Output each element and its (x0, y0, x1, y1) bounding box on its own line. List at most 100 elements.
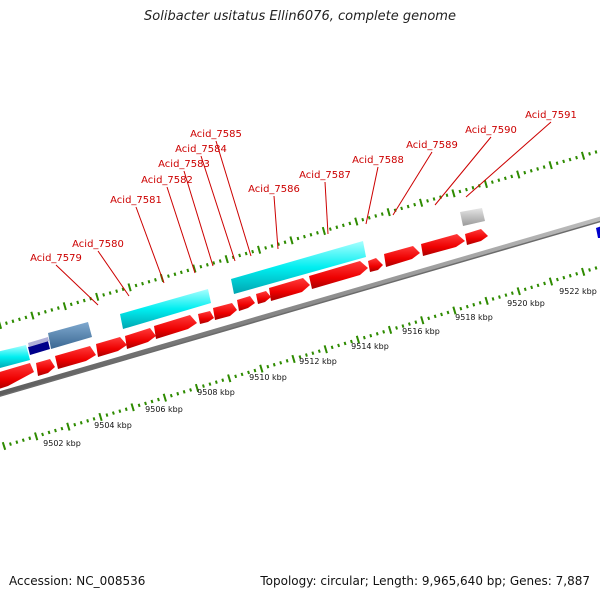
gene-label-connector (392, 151, 433, 216)
minor-tick (79, 421, 83, 425)
cds-arrow[interactable] (237, 296, 255, 311)
minor-tick (497, 178, 501, 182)
gene-label[interactable]: Acid_7583 (158, 159, 210, 170)
minor-tick (111, 411, 115, 415)
misc-feature[interactable] (28, 341, 50, 355)
cds-arrow[interactable] (198, 311, 214, 324)
major-tick (548, 161, 553, 170)
minor-tick (47, 430, 51, 435)
cds-arrow[interactable] (154, 315, 197, 339)
minor-tick (432, 197, 436, 201)
scale-label: 9520 kbp (507, 299, 545, 308)
cds-arrow[interactable] (96, 337, 127, 357)
gene-label[interactable]: Acid_7586 (248, 184, 300, 195)
minor-tick (28, 436, 32, 441)
minor-tick (86, 419, 90, 423)
minor-tick (472, 302, 476, 307)
misc-feature-light[interactable] (28, 337, 49, 347)
gene-label[interactable]: Acid_7581 (110, 195, 162, 206)
gene-label[interactable]: Acid_7587 (299, 170, 351, 181)
minor-tick (43, 310, 47, 314)
major-tick (419, 198, 424, 207)
gene-label-connector (324, 181, 329, 235)
minor-tick (361, 217, 365, 222)
cds-arrow[interactable] (256, 291, 271, 304)
gene-feature[interactable] (48, 322, 92, 349)
major-tick (66, 422, 71, 431)
minor-tick (335, 225, 339, 230)
gene-label[interactable]: Acid_7579 (30, 253, 82, 264)
major-tick (355, 335, 361, 344)
minor-tick (362, 335, 366, 340)
cds-arrow[interactable] (55, 346, 96, 369)
minor-tick (9, 442, 12, 446)
cds-arrow[interactable] (309, 261, 368, 289)
minor-tick (50, 308, 54, 312)
minor-tick (536, 167, 540, 171)
gene-label[interactable]: Acid_7585 (190, 129, 242, 140)
minor-tick (401, 324, 405, 328)
gene-label[interactable]: Acid_7591 (525, 110, 577, 121)
gene-label[interactable]: Acid_7588 (352, 155, 404, 166)
minor-tick (594, 266, 598, 270)
minor-tick (251, 249, 255, 254)
minor-tick (510, 291, 514, 295)
major-tick (323, 345, 328, 354)
gene-label[interactable]: Acid_7580 (72, 239, 124, 250)
minor-tick (277, 242, 280, 246)
gene-label-connector (365, 166, 379, 225)
cds-arrow[interactable] (269, 278, 310, 301)
major-tick (516, 287, 521, 296)
minor-tick (234, 374, 238, 379)
pseudo-feature[interactable] (460, 208, 485, 226)
rna-feature[interactable] (120, 289, 211, 329)
gene-label-connector (215, 140, 252, 257)
cds-arrow[interactable] (125, 328, 156, 349)
minor-tick (555, 277, 559, 282)
rna-feature[interactable] (0, 345, 30, 369)
major-tick (257, 245, 262, 254)
minor-tick (542, 165, 546, 169)
major-tick (451, 189, 456, 198)
gene-label[interactable]: Acid_7590 (465, 125, 517, 136)
minor-tick (296, 236, 300, 241)
major-tick (420, 316, 425, 325)
minor-tick (238, 253, 242, 258)
backbone (0, 216, 600, 397)
scale-label: 9522 kbp (559, 287, 597, 296)
minor-tick (543, 281, 546, 286)
blue-feature[interactable] (596, 226, 600, 238)
minor-tick (266, 364, 270, 369)
gene-label-connector (183, 170, 214, 267)
minor-tick (270, 244, 274, 248)
major-tick (483, 179, 488, 189)
gene-label-connector (434, 136, 492, 206)
cds-arrow[interactable] (421, 234, 465, 256)
major-tick (192, 264, 197, 273)
cds-arrow[interactable] (384, 246, 420, 267)
cds-arrow[interactable] (465, 229, 488, 245)
minor-tick (407, 322, 411, 326)
cds-arrow[interactable] (213, 303, 237, 320)
major-tick (127, 283, 132, 292)
minor-tick (588, 268, 591, 272)
minor-tick (82, 298, 86, 303)
minor-tick (176, 391, 180, 396)
cds-arrow[interactable] (368, 258, 383, 272)
minor-tick (11, 319, 15, 324)
cds-arrow[interactable] (0, 363, 34, 390)
scale-label: 9518 kbp (455, 313, 493, 322)
minor-tick (530, 285, 534, 290)
major-tick (580, 151, 586, 160)
scale-label: 9504 kbp (94, 421, 132, 430)
gene-label[interactable]: Acid_7582 (141, 175, 193, 186)
cds-arrow[interactable] (36, 359, 55, 376)
major-tick (548, 277, 554, 286)
minor-tick (173, 272, 177, 277)
gene-label[interactable]: Acid_7589 (406, 140, 458, 151)
gene-label[interactable]: Acid_7584 (175, 144, 227, 155)
rna-feature[interactable] (231, 241, 366, 294)
minor-tick (575, 155, 578, 160)
major-tick (386, 208, 391, 217)
minor-tick (440, 312, 443, 317)
